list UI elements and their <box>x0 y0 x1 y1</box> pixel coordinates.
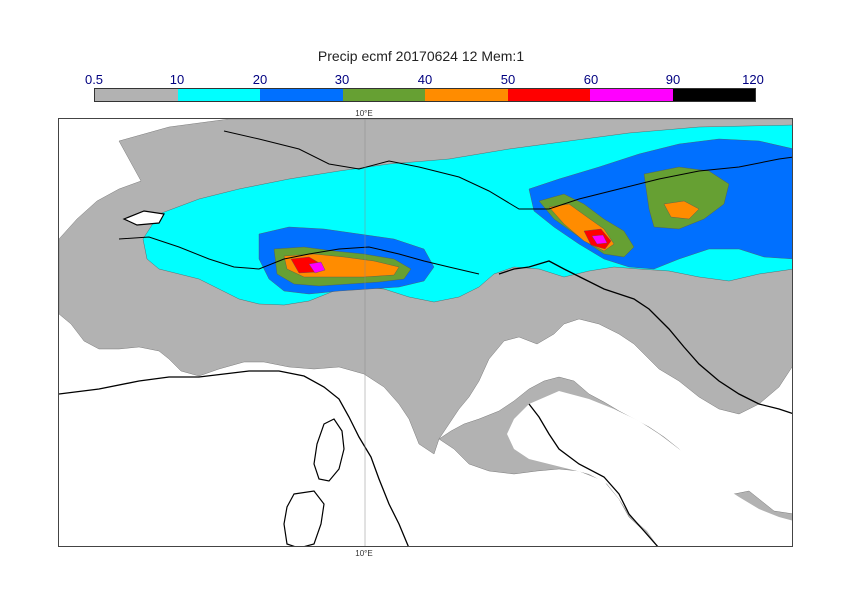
colorbar-segment <box>507 89 590 101</box>
colorbar-label: 120 <box>742 72 764 87</box>
colorbar-label: 50 <box>500 72 516 87</box>
coastline-adriatic <box>498 260 792 415</box>
map-title: Precip ecmf 20170624 12 Mem:1 <box>317 48 525 64</box>
precip-area-40mm-east <box>548 200 700 252</box>
colorbar-label: 40 <box>417 72 433 87</box>
colorbar <box>94 88 756 102</box>
colorbar-label: 60 <box>583 72 599 87</box>
colorbar-segment <box>342 89 425 101</box>
precip-map <box>58 118 793 547</box>
colorbar-label: 20 <box>252 72 268 87</box>
colorbar-label: 0.5 <box>84 72 104 87</box>
coastline-italy <box>59 370 409 546</box>
colorbar-label: 30 <box>334 72 350 87</box>
colorbar-segment <box>177 89 260 101</box>
map-canvas <box>59 119 792 546</box>
island-corsica <box>313 418 345 482</box>
border-line-north <box>223 130 792 210</box>
meridian-label-top: 10°E <box>355 109 373 118</box>
colorbar-label: 90 <box>665 72 681 87</box>
island-sardinia <box>283 490 325 546</box>
meridian-label-bottom: 10°E <box>355 549 373 558</box>
colorbar-segment <box>95 89 178 101</box>
coastline-west-italy <box>528 403 659 546</box>
colorbar-segment <box>672 89 755 101</box>
lake-geneva <box>122 210 165 226</box>
colorbar-label: 10 <box>169 72 185 87</box>
border-line-alps <box>118 236 480 275</box>
colorbar-segment <box>590 89 673 101</box>
sea-adriatic <box>507 391 792 546</box>
colorbar-labels: 0.5 10 20 30 40 50 60 90 120 <box>0 72 842 88</box>
sea-ligurian <box>59 371 409 546</box>
colorbar-segment <box>425 89 508 101</box>
precip-area-60mm <box>308 234 608 274</box>
colorbar-segment <box>260 89 343 101</box>
